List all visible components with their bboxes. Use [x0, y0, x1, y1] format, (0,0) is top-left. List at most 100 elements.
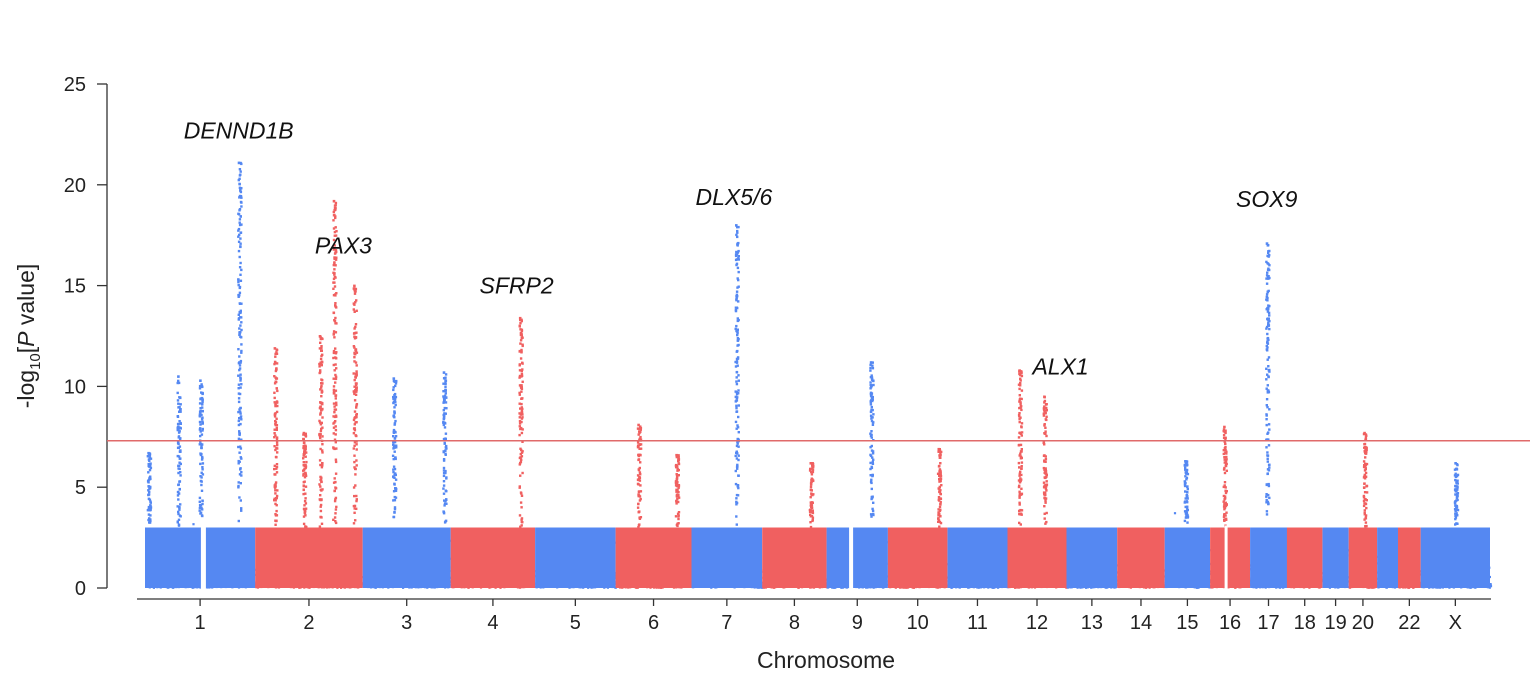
snp-point: [179, 474, 182, 477]
snp-point: [318, 498, 321, 501]
snp-point: [177, 446, 180, 450]
snp-point: [178, 420, 181, 423]
snp-point: [177, 381, 181, 385]
chromosome-2-points: [255, 527, 365, 589]
snp-point: [302, 433, 305, 436]
snp-point: [319, 463, 322, 467]
snp-point: [274, 481, 278, 484]
snp-point: [178, 410, 181, 413]
snp-point: [240, 162, 243, 166]
snp-point: [179, 503, 182, 506]
snp-point: [201, 385, 204, 388]
snp-point: [302, 461, 305, 464]
snp-point: [275, 380, 278, 384]
snp-point: [238, 361, 241, 364]
snp-point: [200, 383, 203, 386]
snp-point: [239, 309, 242, 312]
snp-point: [320, 347, 323, 350]
snp-point: [302, 431, 306, 435]
snp-point: [273, 401, 276, 404]
snp-point: [239, 406, 242, 410]
snp-point: [304, 465, 308, 468]
snp-point: [275, 456, 278, 459]
snp-point: [319, 515, 322, 519]
snp-point: [303, 452, 306, 455]
snp-point: [178, 430, 181, 433]
snp-point: [240, 509, 243, 512]
snp-point: [198, 496, 202, 500]
snp-point: [237, 240, 241, 243]
snp-point: [239, 261, 242, 265]
snp-point: [240, 328, 243, 332]
snp-point: [199, 475, 202, 478]
snp-point: [274, 352, 277, 356]
snp-point: [273, 445, 276, 448]
snp-point: [238, 432, 241, 435]
snp-point: [319, 411, 322, 415]
snp-point: [273, 436, 276, 439]
snp-point: [273, 473, 276, 476]
snp-point: [198, 384, 202, 388]
snp-point: [240, 321, 243, 324]
snp-point: [318, 407, 322, 410]
snp-point: [239, 361, 242, 364]
chromosome-3-points: [362, 527, 453, 589]
snp-point: [275, 463, 279, 466]
snp-point: [198, 420, 202, 424]
snp-point: [275, 348, 279, 352]
snp-point: [201, 400, 204, 403]
snp-point: [319, 436, 322, 440]
snp-point: [177, 492, 181, 495]
snp-band: [1322, 527, 1349, 588]
snp-point: [148, 454, 152, 457]
snp-point: [275, 401, 279, 404]
snp-point: [238, 392, 242, 396]
snp-point: [237, 462, 240, 465]
chromosome-14-points: [1117, 527, 1167, 589]
snp-point: [238, 364, 242, 367]
snp-point: [321, 435, 324, 438]
snp-band: [691, 527, 763, 588]
snp-point: [239, 273, 242, 276]
snp-point: [200, 417, 204, 421]
chromosome-16-points: [1210, 527, 1253, 589]
snp-point: [238, 168, 242, 171]
snp-point: [178, 426, 182, 429]
snp-band: [1286, 527, 1323, 588]
snp-point: [275, 426, 278, 430]
snp-band: [1377, 527, 1398, 588]
snp-point: [237, 318, 240, 321]
snp-point: [177, 375, 180, 378]
snp-point: [239, 373, 242, 376]
snp-point: [237, 419, 240, 423]
snp-point: [320, 391, 323, 394]
snp-point: [238, 496, 241, 499]
snp-point: [240, 336, 243, 339]
snp-point: [304, 444, 307, 447]
snp-point: [273, 464, 276, 467]
snp-point: [179, 462, 182, 466]
snp-point: [238, 194, 242, 198]
snp-point: [199, 397, 202, 400]
snp-point: [177, 512, 180, 516]
snp-point: [275, 417, 278, 420]
snp-point: [321, 462, 324, 465]
snp-point: [201, 403, 204, 406]
snp-point: [200, 444, 203, 447]
snp-point: [320, 476, 323, 479]
snp-point: [176, 415, 179, 418]
snp-point: [177, 498, 180, 501]
snp-point: [239, 231, 242, 234]
snp-point: [239, 499, 242, 502]
snp-point: [147, 458, 151, 461]
snp-point: [177, 471, 180, 475]
snp-point: [273, 360, 277, 364]
snp-point: [237, 235, 240, 238]
snp-point: [237, 423, 241, 427]
snp-point: [147, 462, 150, 466]
snp-point: [319, 341, 322, 344]
snp-point: [199, 411, 202, 415]
snp-point: [320, 384, 323, 388]
snp-point: [273, 484, 276, 487]
